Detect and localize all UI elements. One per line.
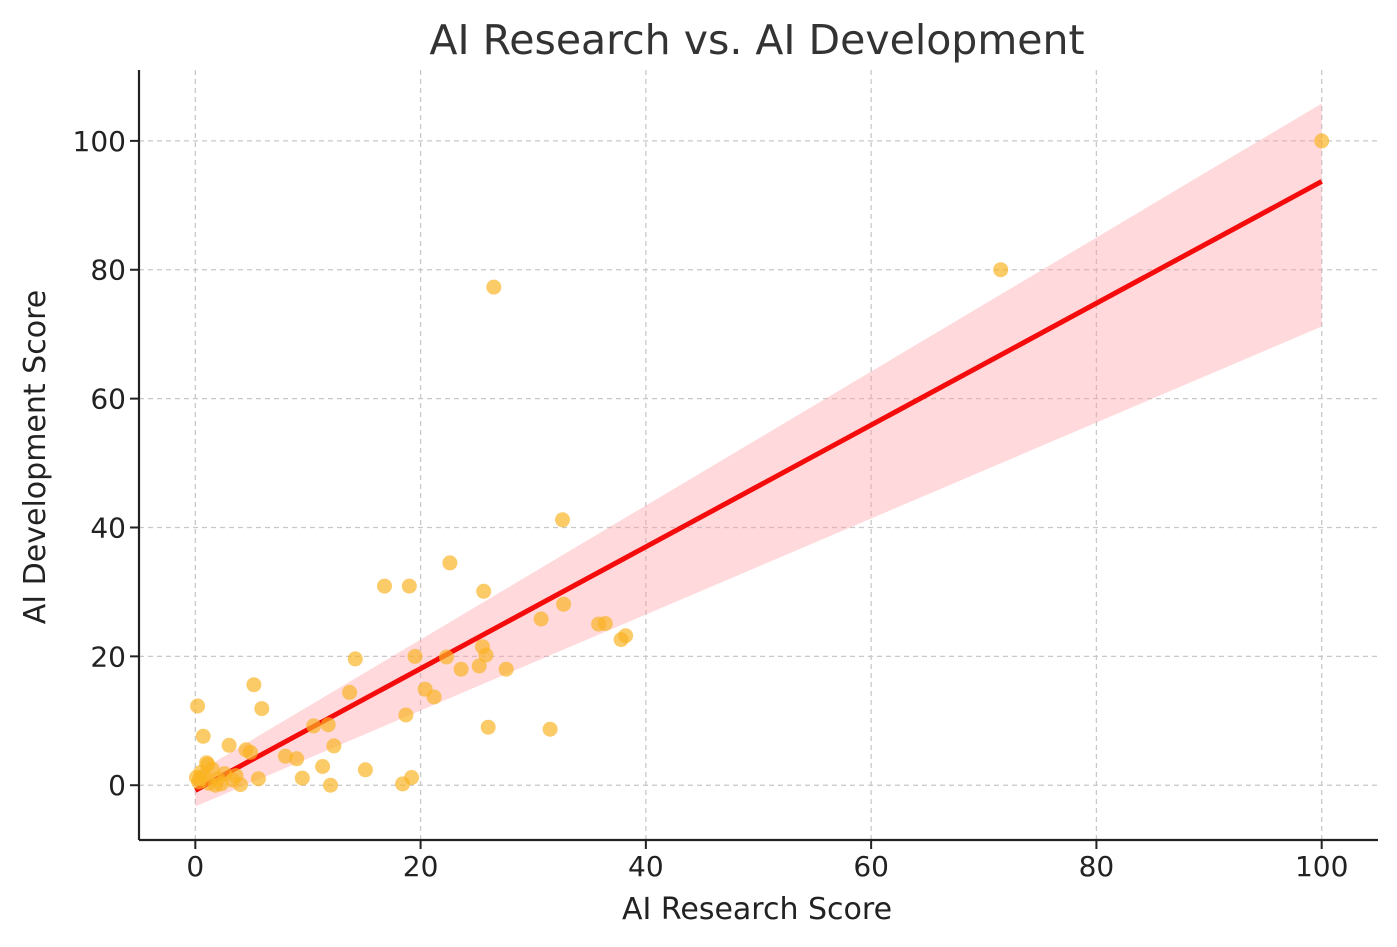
data-point bbox=[294, 770, 310, 786]
data-point bbox=[320, 717, 336, 733]
data-point bbox=[555, 512, 570, 528]
data-point bbox=[250, 771, 266, 787]
y-tick-label: 100 bbox=[73, 125, 126, 158]
data-point bbox=[426, 689, 442, 705]
data-point bbox=[221, 737, 237, 753]
data-point bbox=[486, 279, 502, 295]
y-axis-ticks: 0 20 40 60 80 100 bbox=[73, 125, 139, 802]
regression-line bbox=[194, 179, 1323, 793]
data-point bbox=[347, 651, 363, 667]
data-point bbox=[476, 583, 492, 599]
data-point bbox=[556, 596, 572, 612]
data-point bbox=[277, 748, 293, 764]
data-point bbox=[232, 777, 248, 793]
data-point bbox=[243, 744, 258, 760]
data-point bbox=[533, 611, 549, 627]
data-point bbox=[993, 262, 1009, 278]
x-tick-label: 20 bbox=[403, 850, 439, 883]
y-axis-label: AI Development Score bbox=[18, 290, 53, 624]
x-tick-label: 80 bbox=[1079, 850, 1115, 883]
data-point bbox=[254, 701, 270, 717]
data-point bbox=[398, 707, 414, 723]
confidence-band bbox=[195, 103, 1322, 807]
data-point bbox=[1314, 133, 1330, 149]
data-point bbox=[542, 721, 558, 737]
data-point bbox=[478, 647, 494, 663]
data-point bbox=[195, 728, 211, 744]
data-point bbox=[498, 661, 514, 677]
data-point bbox=[190, 698, 206, 714]
data-point bbox=[200, 757, 216, 773]
data-point bbox=[453, 661, 469, 677]
data-point bbox=[480, 719, 496, 735]
y-tick-label: 0 bbox=[108, 769, 126, 802]
y-tick-label: 60 bbox=[90, 383, 126, 416]
data-point bbox=[377, 578, 392, 594]
data-points bbox=[188, 133, 1330, 793]
axes bbox=[137, 70, 1378, 842]
data-point bbox=[442, 555, 458, 571]
x-tick-label: 100 bbox=[1295, 850, 1348, 883]
y-tick-label: 20 bbox=[90, 640, 126, 673]
data-point bbox=[439, 649, 454, 665]
data-point bbox=[407, 648, 423, 664]
x-axis-label: AI Research Score bbox=[622, 892, 892, 927]
chart-title: AI Research vs. AI Development bbox=[429, 16, 1084, 64]
data-point bbox=[246, 677, 262, 693]
x-axis-ticks: 0 20 40 60 80 100 bbox=[186, 840, 1348, 883]
confidence-band-layer bbox=[195, 103, 1322, 807]
data-point bbox=[289, 751, 305, 767]
data-point bbox=[404, 770, 420, 785]
y-tick-label: 80 bbox=[90, 254, 126, 287]
data-point bbox=[597, 616, 613, 631]
data-point bbox=[357, 762, 373, 778]
data-point bbox=[306, 718, 322, 734]
x-tick-label: 0 bbox=[186, 850, 204, 883]
y-tick-label: 40 bbox=[90, 511, 126, 544]
data-point bbox=[326, 738, 342, 754]
x-tick-label: 40 bbox=[628, 850, 664, 883]
data-point bbox=[471, 658, 487, 674]
data-point bbox=[342, 684, 358, 700]
data-point bbox=[192, 771, 208, 787]
data-point bbox=[401, 578, 417, 594]
data-point bbox=[315, 759, 331, 774]
data-point bbox=[323, 777, 338, 793]
data-point bbox=[618, 628, 634, 644]
x-tick-label: 60 bbox=[853, 850, 889, 883]
regression-line-layer bbox=[194, 179, 1323, 793]
